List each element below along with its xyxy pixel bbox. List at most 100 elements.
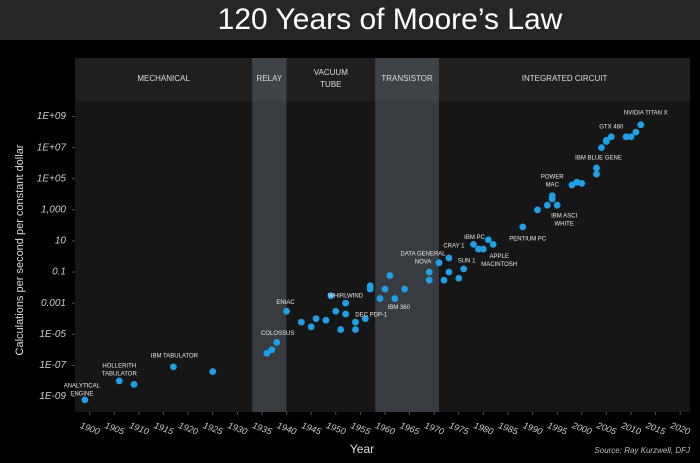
point-label: DEC PDP-1: [355, 312, 388, 318]
point-label: IBM PC: [464, 235, 485, 241]
point-label: PENTIUM PC: [509, 236, 547, 242]
point-label: ANALYTICAL: [64, 383, 101, 389]
point-label: IBM TABULATOR: [151, 353, 199, 359]
era-band: [439, 58, 690, 412]
data-point: [543, 201, 551, 209]
y-tick-label: 1E-05: [39, 329, 66, 340]
data-point: [115, 377, 123, 385]
y-tick-label: 1,000: [41, 204, 66, 215]
data-point: [263, 349, 271, 357]
point-label: HOLLERITH: [102, 363, 136, 369]
data-point: [470, 240, 477, 248]
point-label: MAC: [546, 182, 560, 188]
point-label: ENGINE: [70, 391, 93, 397]
y-tick-label: 1E+05: [37, 173, 67, 184]
data-point: [435, 259, 443, 267]
point-label: IBM 360: [388, 305, 411, 311]
data-point: [455, 274, 463, 282]
data-point: [598, 144, 605, 152]
y-tick-label: 1E+09: [37, 111, 67, 122]
point-label: NOVA: [415, 259, 432, 265]
data-point: [578, 180, 586, 187]
data-point: [386, 272, 394, 279]
data-point: [548, 195, 556, 203]
data-point: [425, 276, 433, 284]
point-label: WHITE: [554, 222, 573, 228]
data-point: [209, 368, 217, 375]
point-label: IBM BLUE GENE: [575, 155, 622, 161]
data-point: [632, 128, 640, 136]
point-label: GTX 480: [599, 124, 624, 130]
data-point: [440, 276, 448, 284]
data-point: [342, 310, 349, 318]
data-point: [273, 338, 281, 346]
point-label: DATA GENERAL: [401, 251, 447, 257]
point-label: IBM ASCI: [551, 214, 577, 220]
point-label: SUN 1: [458, 258, 476, 264]
title-band: [0, 0, 700, 40]
data-point: [593, 170, 600, 178]
data-point: [312, 315, 320, 323]
data-point: [602, 136, 610, 144]
data-point: [337, 326, 345, 333]
data-point: [519, 223, 527, 231]
era-label: MECHANICAL: [137, 74, 190, 83]
data-point: [484, 236, 492, 244]
data-point: [622, 133, 630, 141]
point-label: MACINTOSH: [481, 262, 517, 268]
data-point: [352, 318, 359, 326]
data-point: [445, 268, 453, 276]
data-point: [489, 240, 497, 248]
data-point: [425, 268, 433, 276]
data-point: [81, 396, 89, 404]
data-point: [553, 201, 561, 209]
point-label: ENIAC: [276, 300, 295, 306]
x-axis-label: Year: [350, 442, 374, 456]
data-point: [327, 292, 335, 300]
y-tick-label: 1E-09: [39, 391, 66, 402]
data-point: [352, 326, 359, 333]
y-tick-label: 10: [55, 236, 67, 247]
data-point: [637, 121, 645, 129]
era-label: TUBE: [320, 80, 341, 89]
data-point: [297, 318, 305, 326]
data-point: [376, 295, 384, 302]
era-band: [75, 58, 253, 412]
point-label: POWER: [541, 174, 564, 180]
point-label: CRAY 1: [443, 244, 465, 250]
chart-title: 120 Years of Moore’s Law: [218, 3, 563, 36]
data-point: [479, 245, 487, 253]
data-point: [366, 282, 374, 290]
y-axis-label: Calculations per second per constant dol…: [14, 144, 26, 355]
data-point: [170, 363, 177, 371]
data-point: [322, 316, 330, 324]
era-band: [286, 58, 376, 412]
point-label: COLOSSUS: [261, 331, 294, 337]
data-point: [391, 295, 399, 302]
era-band: [375, 58, 440, 412]
era-band: [252, 58, 287, 412]
y-tick-label: 0.001: [41, 298, 66, 309]
data-point: [475, 245, 482, 253]
data-point: [268, 346, 276, 354]
era-header: [75, 58, 690, 101]
data-point: [342, 299, 349, 307]
era-label: INTEGRATED CIRCUIT: [522, 74, 608, 83]
data-point: [130, 380, 138, 388]
data-point: [381, 285, 389, 293]
point-label: NVIDIA TITAN X: [624, 110, 668, 116]
era-label: TRANSISTOR: [381, 74, 433, 83]
era-label: RELAY: [257, 74, 283, 83]
data-point: [593, 164, 600, 172]
source-note: Source: Ray Kurzwell, DFJ: [594, 446, 691, 455]
era-label: VACUUM: [314, 68, 348, 77]
data-point: [627, 133, 635, 141]
data-point: [361, 315, 369, 323]
data-point: [401, 285, 409, 293]
data-point: [460, 265, 468, 273]
data-point: [307, 323, 315, 331]
y-tick-label: 0.1: [52, 267, 66, 278]
point-label: APPLE: [490, 254, 509, 260]
